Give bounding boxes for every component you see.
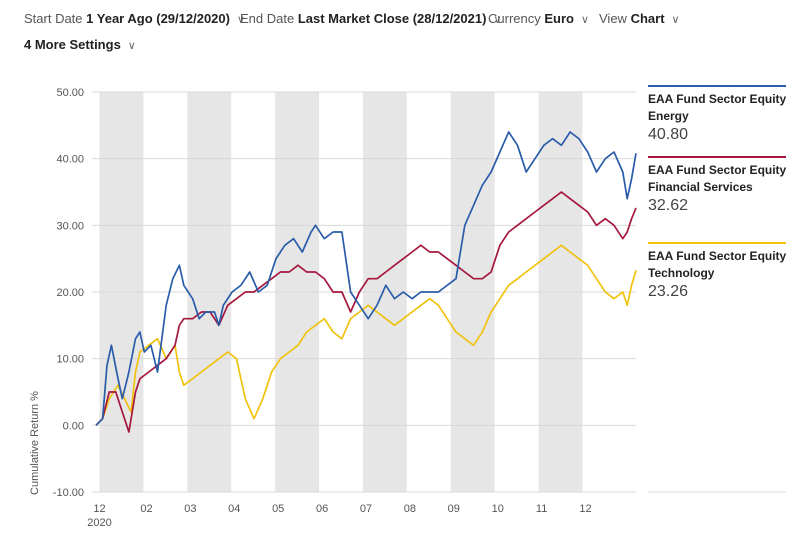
x-tick-label: 10 [492,503,504,515]
x-tick-label: 12 [579,503,591,515]
y-axis-label: Cumulative Return % [29,391,41,495]
legend-line-group [648,85,786,493]
x-axis-ticks: 12 02 03 04 05 06 07 08 09 10 11 12 2020 [87,503,591,529]
legend-series-name: EAA Fund Sector Equity Financial Service… [648,163,787,194]
gridline-group [92,91,636,493]
y-tick-label: 50.00 [56,87,84,99]
series-line-0 [95,131,637,426]
end-date-value: Last Market Close (28/12/2021) [297,11,487,26]
x-tick-label: 02 [140,503,152,515]
currency-label: Currency [488,11,541,26]
more-settings-toggle[interactable]: 4 More Settings ∨ [24,36,136,55]
end-date-label: End Date [240,11,295,26]
chevron-down-icon: ∨ [493,14,502,26]
view-setting[interactable]: View Chart ∨ [599,10,680,29]
x-tick-label: 05 [272,503,284,515]
chevron-down-icon: ∨ [236,14,246,26]
legend-series-value: 23.26 [648,283,689,300]
view-value: Chart [630,11,665,26]
view-label: View [599,11,627,26]
end-date-setting[interactable]: End Date Last Market Close (28/12/2021) ∨ [240,10,502,29]
start-date-value: 1 Year Ago (29/12/2020) [86,11,230,26]
legend-item-technology[interactable]: EAA Fund Sector Equity Technology 23.26 [648,241,788,302]
more-settings-label: 4 More Settings [24,37,121,52]
x-tick-label: 11 [536,503,547,515]
x-tick-year-label: 2020 [87,517,111,529]
start-date-setting[interactable]: Start Date 1 Year Ago (29/12/2020) ∨ [24,10,245,29]
x-tick-label: 07 [360,503,372,515]
y-tick-label: 20.00 [56,287,84,299]
start-date-label: Start Date [24,11,83,26]
x-tick-label: 08 [404,503,416,515]
legend-series-value: 32.62 [648,197,689,214]
chevron-down-icon: ∨ [581,14,590,26]
currency-value: Euro [544,11,574,26]
y-tick-label: -10.00 [53,487,84,499]
x-tick-label: 12 [93,503,105,515]
y-tick-label: 30.00 [56,220,84,232]
y-tick-label: 0.00 [63,420,84,432]
x-tick-label: 03 [184,503,196,515]
x-tick-label: 04 [228,503,240,515]
legend-series-name: EAA Fund Sector Equity Technology [648,249,787,280]
x-tick-label: 06 [316,503,328,515]
currency-setting[interactable]: Currency Euro ∨ [488,10,589,29]
legend-item-financial-services[interactable]: EAA Fund Sector Equity Financial Service… [648,155,788,216]
legend-item-energy[interactable]: EAA Fund Sector Equity Energy 40.80 [648,84,788,145]
chevron-down-icon: ∨ [127,40,136,52]
y-axis-ticks: 50.00 40.00 30.00 20.00 10.00 0.00 -10.00 [53,87,84,499]
series-group [95,131,637,433]
y-tick-label: 10.00 [56,354,84,366]
y-tick-label: 40.00 [56,154,84,166]
legend-series-value: 40.80 [648,126,689,143]
legend-series-name: EAA Fund Sector Equity Energy [648,92,787,123]
x-tick-label: 09 [448,503,460,515]
series-line-1 [95,191,637,433]
chevron-down-icon: ∨ [671,14,680,26]
